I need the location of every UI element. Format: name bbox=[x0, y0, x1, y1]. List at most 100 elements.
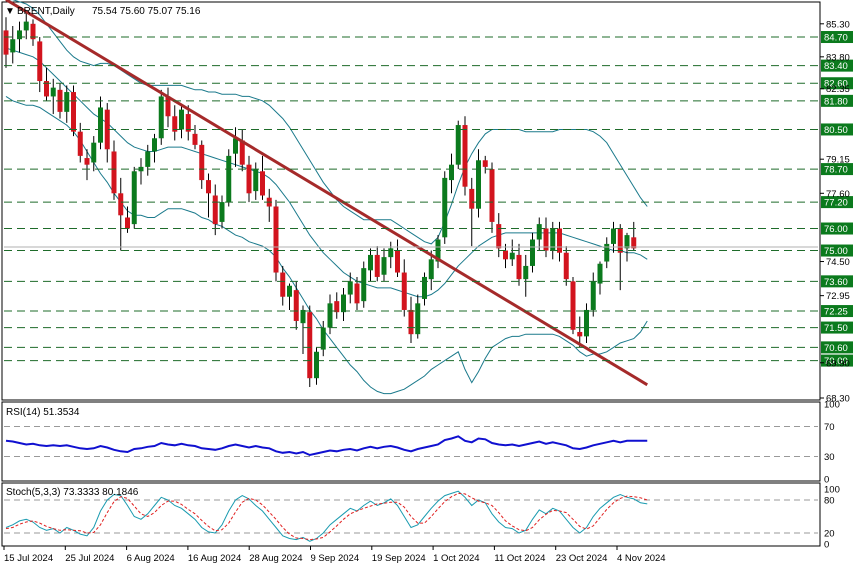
candle-body bbox=[395, 250, 400, 273]
candle bbox=[152, 133, 157, 163]
candle bbox=[44, 67, 49, 101]
candle-body bbox=[219, 202, 225, 222]
candle bbox=[287, 283, 292, 310]
level-label: 70.00 bbox=[824, 356, 848, 367]
candle-body bbox=[543, 228, 549, 251]
level-label: 81.80 bbox=[824, 96, 848, 107]
candle bbox=[435, 235, 441, 269]
candle-body bbox=[462, 125, 468, 187]
rsi-title: RSI(14) 51.3534 bbox=[6, 407, 80, 418]
candle bbox=[570, 276, 576, 335]
candle-body bbox=[523, 265, 529, 280]
candle-body bbox=[212, 195, 218, 225]
candle-body bbox=[347, 281, 353, 295]
rsi-pane bbox=[1, 401, 821, 482]
level-label: 76.00 bbox=[824, 224, 848, 235]
candle bbox=[158, 89, 164, 145]
stoch-title: Stoch(5,3,3) 73.3333 80.1846 bbox=[6, 487, 139, 498]
stoch-tick-label: 0 bbox=[824, 540, 829, 551]
candle bbox=[64, 85, 70, 123]
candle-body bbox=[408, 309, 414, 335]
candle bbox=[401, 259, 407, 317]
level-label: 78.70 bbox=[824, 165, 848, 176]
candle-body bbox=[50, 87, 56, 97]
candle bbox=[260, 155, 265, 200]
price-tick-label: 77.60 bbox=[826, 189, 850, 200]
candle bbox=[408, 296, 414, 343]
candle bbox=[98, 96, 103, 150]
candle bbox=[226, 149, 232, 207]
candle-body bbox=[111, 151, 117, 194]
candle bbox=[206, 173, 211, 218]
candle bbox=[300, 305, 306, 354]
candle bbox=[395, 239, 400, 277]
candle-body bbox=[91, 142, 97, 163]
candle bbox=[584, 303, 589, 343]
candle-body bbox=[428, 259, 434, 280]
candle bbox=[509, 239, 515, 266]
candle-body bbox=[239, 140, 245, 165]
candle-body bbox=[37, 41, 43, 82]
candle bbox=[307, 305, 313, 387]
candle-body bbox=[388, 248, 394, 258]
candle-body bbox=[118, 193, 124, 216]
candle bbox=[131, 166, 137, 229]
candle bbox=[631, 221, 637, 251]
level-badge bbox=[821, 163, 853, 176]
stoch-tick-label: 100 bbox=[824, 485, 840, 496]
date-tick-label: 15 Jul 2024 bbox=[4, 553, 53, 564]
price-tick-label: 68.30 bbox=[826, 394, 850, 405]
candle-body bbox=[422, 276, 427, 299]
candle bbox=[138, 158, 144, 185]
date-tick-label: 6 Aug 2024 bbox=[127, 553, 175, 564]
candle bbox=[84, 149, 90, 181]
candle-body bbox=[509, 252, 515, 260]
candle bbox=[388, 241, 394, 269]
candle bbox=[381, 248, 387, 282]
rsi-tick-label: 30 bbox=[824, 452, 835, 463]
date-tick-label: 4 Nov 2024 bbox=[617, 553, 666, 564]
price-tick-label: 69.90 bbox=[826, 358, 850, 369]
candle bbox=[611, 221, 616, 253]
candle bbox=[354, 276, 360, 310]
candle-body bbox=[557, 228, 562, 253]
date-tick-label: 25 Jul 2024 bbox=[65, 553, 114, 564]
candle-body bbox=[314, 351, 319, 379]
rsi-line bbox=[5, 435, 648, 457]
level-label: 72.25 bbox=[824, 307, 848, 318]
candle-body bbox=[374, 254, 380, 277]
level-badge bbox=[821, 94, 853, 107]
candle bbox=[172, 105, 178, 141]
candle-body bbox=[530, 239, 535, 266]
date-tick-label: 16 Aug 2024 bbox=[188, 553, 241, 564]
candle-body bbox=[206, 180, 211, 194]
candle-body bbox=[354, 283, 360, 304]
candle bbox=[145, 144, 151, 176]
candle bbox=[266, 188, 272, 222]
downtrend-line bbox=[5, 0, 649, 387]
candle-body bbox=[145, 151, 151, 167]
candle-body bbox=[199, 144, 205, 181]
candle-body bbox=[611, 228, 616, 244]
candle bbox=[273, 199, 279, 282]
candle-body bbox=[125, 217, 130, 229]
level-badge bbox=[821, 59, 853, 72]
candle bbox=[10, 26, 16, 64]
candle-body bbox=[253, 169, 259, 192]
candle-body bbox=[617, 228, 623, 253]
level-badge bbox=[821, 123, 853, 136]
date-tick-label: 28 Aug 2024 bbox=[249, 553, 302, 564]
candle-body bbox=[516, 254, 522, 280]
level-badge bbox=[821, 321, 853, 334]
candle bbox=[557, 221, 562, 262]
level-badge bbox=[821, 244, 853, 257]
candle bbox=[482, 155, 488, 174]
stoch-tick-label: 20 bbox=[824, 529, 835, 540]
date-tick-label: 11 Oct 2024 bbox=[494, 553, 545, 564]
candle-body bbox=[590, 281, 596, 310]
symbol-dropdown-icon[interactable]: ▼ bbox=[5, 6, 15, 17]
candle bbox=[374, 246, 380, 282]
candle-body bbox=[307, 312, 313, 379]
candle-body bbox=[320, 327, 326, 350]
